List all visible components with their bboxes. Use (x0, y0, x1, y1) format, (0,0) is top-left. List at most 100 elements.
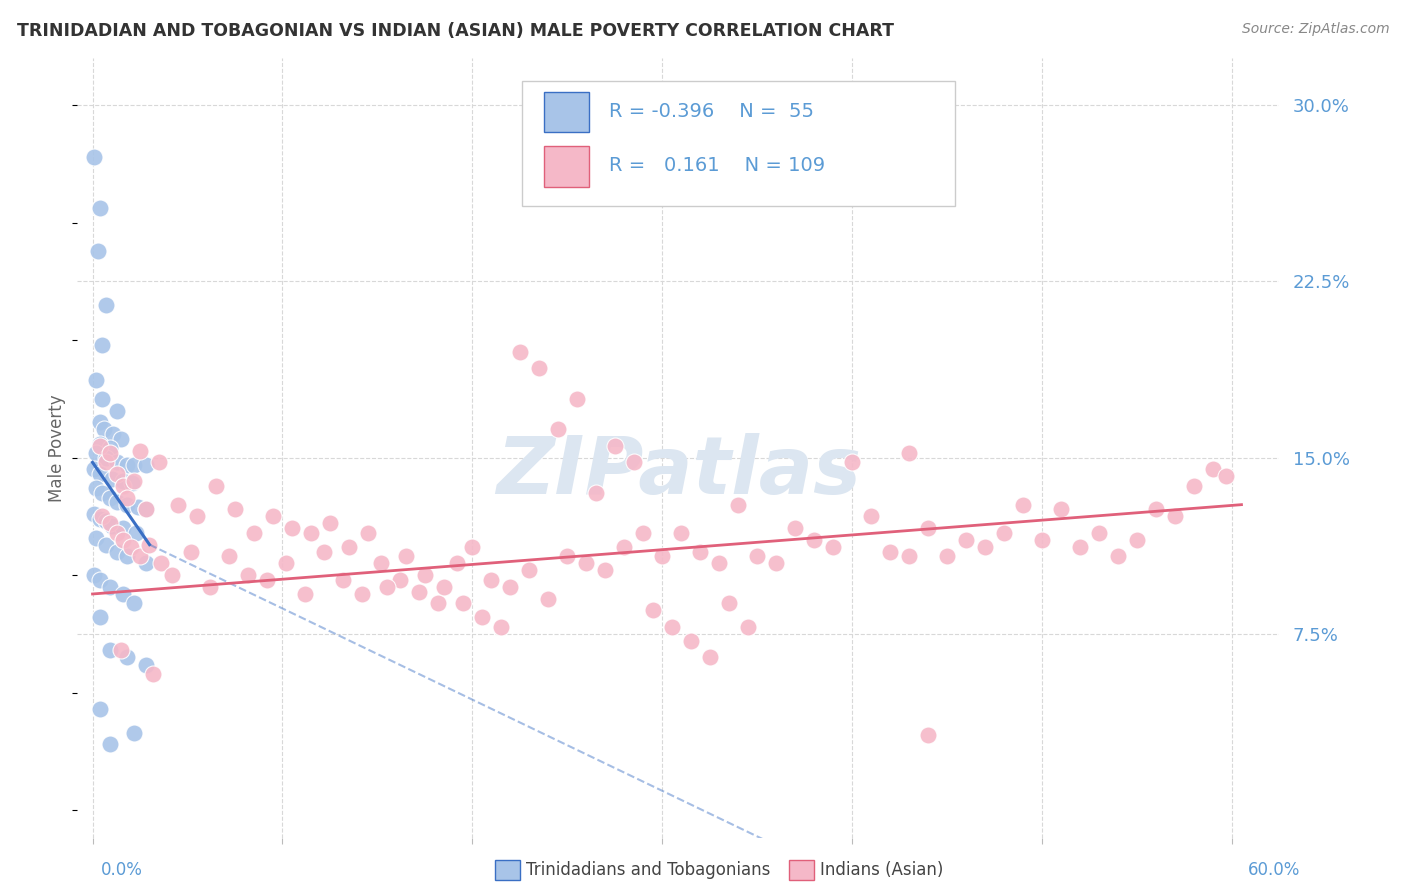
Point (408, 584, 430, 599)
Point (110, 643, 132, 657)
Point (747, 549, 769, 564)
Point (115, 650, 138, 665)
Point (110, 432, 132, 446)
Point (803, 533, 825, 547)
Point (89, 573, 111, 587)
Point (100, 472, 122, 486)
Point (1144, 502, 1167, 516)
Point (98, 516, 121, 531)
Point (105, 525, 128, 540)
Point (547, 422, 569, 436)
Point (737, 620, 759, 634)
Point (89, 467, 111, 481)
Point (224, 502, 246, 516)
Point (603, 439, 626, 453)
Point (91, 392, 114, 406)
Point (479, 573, 502, 587)
Point (111, 521, 134, 535)
Point (94, 450, 117, 465)
Point (98, 643, 121, 657)
Point (357, 525, 380, 540)
Point (115, 498, 138, 512)
Point (121, 476, 143, 491)
Point (89, 512, 111, 526)
Point (162, 568, 184, 582)
Point (86, 481, 108, 495)
Text: ZIPatlas: ZIPatlas (496, 433, 860, 510)
Point (1164, 509, 1187, 524)
Point (823, 540, 845, 554)
Point (86, 446, 108, 460)
Point (461, 540, 484, 554)
Text: TRINIDADIAN AND TOBAGONIAN VS INDIAN (ASIAN) MALE POVERTY CORRELATION CHART: TRINIDADIAN AND TOBAGONIAN VS INDIAN (AS… (17, 22, 894, 40)
Point (537, 591, 560, 606)
FancyBboxPatch shape (544, 92, 589, 132)
Point (717, 596, 740, 610)
Point (127, 500, 149, 514)
Point (1069, 540, 1091, 554)
Point (94, 455, 117, 469)
Point (370, 557, 392, 571)
Point (83, 507, 105, 521)
Point (135, 502, 157, 516)
Point (115, 491, 138, 505)
Point (115, 458, 138, 472)
Point (593, 564, 616, 578)
Point (1031, 533, 1053, 547)
Point (135, 502, 157, 516)
Point (841, 455, 863, 469)
Point (413, 568, 436, 582)
Point (124, 725, 146, 739)
Point (124, 596, 146, 610)
Point (98, 491, 121, 505)
Point (1050, 502, 1073, 516)
Point (517, 564, 540, 578)
Y-axis label: Male Poverty: Male Poverty (48, 394, 66, 502)
Point (661, 620, 683, 634)
Point (148, 455, 170, 469)
Point (765, 557, 787, 571)
Point (785, 521, 807, 535)
Point (565, 392, 588, 406)
FancyBboxPatch shape (522, 81, 955, 206)
Point (319, 516, 342, 531)
FancyBboxPatch shape (544, 146, 589, 186)
Point (679, 634, 702, 648)
Point (120, 540, 142, 554)
Point (105, 467, 128, 481)
Point (167, 498, 190, 512)
Point (91, 338, 114, 352)
Point (689, 544, 711, 558)
Point (125, 525, 148, 540)
Point (124, 458, 146, 472)
Point (446, 557, 468, 571)
Point (94, 538, 117, 552)
Point (276, 557, 298, 571)
Point (243, 525, 266, 540)
Point (115, 549, 138, 564)
Point (299, 525, 322, 540)
Point (91, 486, 114, 500)
Text: R = -0.396    N =  55: R = -0.396 N = 55 (609, 102, 814, 120)
Point (105, 403, 128, 417)
Point (200, 580, 222, 594)
Point (105, 544, 128, 558)
Point (111, 479, 134, 493)
Text: R =   0.161    N = 109: R = 0.161 N = 109 (609, 156, 825, 175)
Point (94, 298, 117, 312)
Point (955, 533, 977, 547)
Point (1088, 525, 1111, 540)
Text: 0.0%: 0.0% (101, 861, 143, 879)
Point (898, 446, 921, 460)
Point (111, 533, 134, 547)
Point (86, 531, 108, 545)
Point (89, 439, 111, 453)
Point (633, 525, 655, 540)
Point (98, 446, 121, 460)
Point (727, 498, 749, 512)
Point (294, 587, 316, 601)
Point (395, 549, 418, 564)
Point (337, 540, 360, 554)
Point (917, 521, 939, 535)
Point (89, 202, 111, 216)
